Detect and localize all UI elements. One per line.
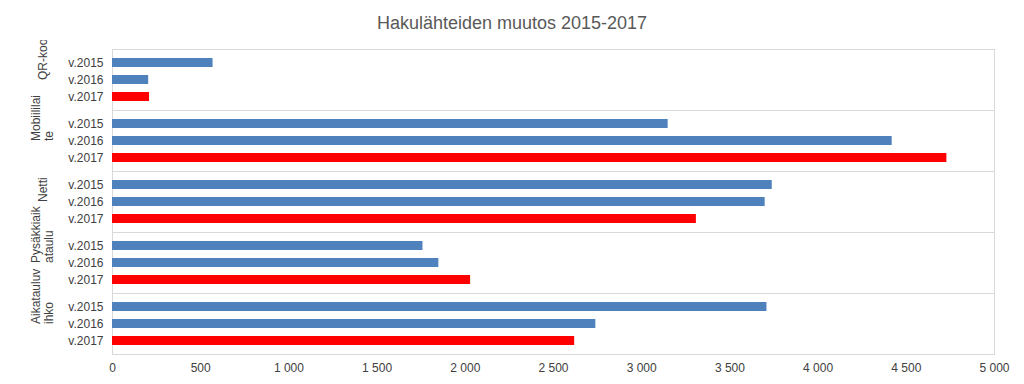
svg-text:3 000: 3 000 [627, 361, 657, 375]
svg-text:1 500: 1 500 [362, 361, 392, 375]
svg-text:2 000: 2 000 [450, 361, 480, 375]
svg-text:Netti: Netti [36, 177, 50, 202]
svg-text:Aikatauluvihko: Aikatauluvihko [29, 269, 56, 324]
svg-text:4 500: 4 500 [891, 361, 921, 375]
svg-text:v.2016: v.2016 [68, 256, 103, 270]
svg-text:v.2015: v.2015 [68, 178, 103, 192]
svg-text:Pysäkkiaikataulu: Pysäkkiaikataulu [29, 205, 56, 263]
svg-text:v.2017: v.2017 [68, 90, 103, 104]
svg-text:1 000: 1 000 [274, 361, 304, 375]
svg-text:3 500: 3 500 [715, 361, 745, 375]
svg-text:5 000: 5 000 [979, 361, 1009, 375]
svg-text:0: 0 [109, 361, 116, 375]
svg-text:v.2015: v.2015 [68, 56, 103, 70]
svg-text:500: 500 [191, 361, 211, 375]
svg-text:v.2017: v.2017 [68, 334, 103, 348]
svg-text:v.2016: v.2016 [68, 195, 103, 209]
svg-text:2 500: 2 500 [538, 361, 568, 375]
svg-text:v.2017: v.2017 [68, 151, 103, 165]
svg-text:4 000: 4 000 [803, 361, 833, 375]
svg-text:v.2015: v.2015 [68, 239, 103, 253]
svg-text:v.2016: v.2016 [68, 134, 103, 148]
svg-text:v.2017: v.2017 [68, 273, 103, 287]
svg-text:v.2017: v.2017 [68, 212, 103, 226]
html-text:Hakulähteiden muutos 2015-2017: Hakulähteiden muutos 2015-2017 [376, 13, 648, 33]
svg-text:v.2016: v.2016 [68, 73, 103, 87]
svg-text:Mobiililaite: Mobiililaite [29, 95, 56, 141]
svg-text:v.2015: v.2015 [68, 117, 103, 131]
svg-text:QR-koodi: QR-koodi [36, 40, 50, 80]
svg-text:v.2016: v.2016 [68, 317, 103, 331]
svg-text:v.2015: v.2015 [68, 300, 103, 314]
